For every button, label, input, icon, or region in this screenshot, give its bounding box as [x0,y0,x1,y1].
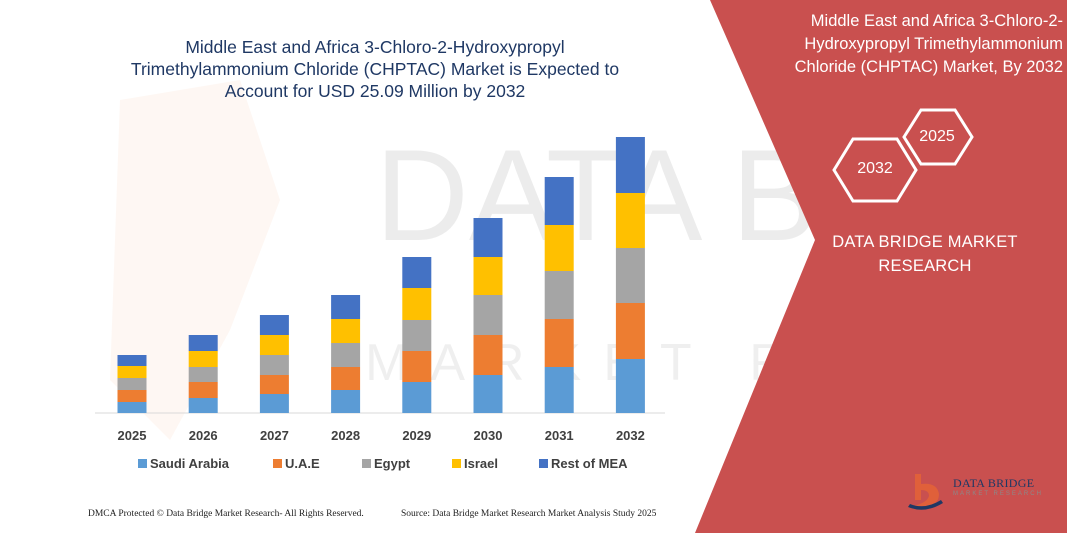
legend-swatch-israel [452,459,461,468]
logo-name: DATA BRIDGE [953,476,1035,490]
logo-icon-accent [908,500,943,510]
bar-segment-2029-rest-of-mea [402,257,432,288]
chart-title-line-2: Trimethylammonium Chloride (CHPTAC) Mark… [130,59,620,79]
logo-icon [913,474,939,506]
hex-2032-shape [832,137,918,203]
bar-segment-2032-israel [615,193,645,248]
bar-segment-2030-saudi-arabia [473,375,503,413]
x-tick-label-2032: 2032 [616,428,645,443]
bar-segment-2025-saudi-arabia [117,402,147,413]
chart-title: Middle East and Africa 3-Chloro-2-Hydrox… [95,36,655,102]
bar-segment-2026-rest-of-mea [188,335,218,351]
bar-segment-2030-u-a-e [473,335,503,375]
bar-segment-2028-egypt [331,343,361,367]
bar-segment-2027-u-a-e [259,375,289,394]
x-tick-label-2027: 2027 [260,428,289,443]
bar-segment-2028-saudi-arabia [331,390,361,413]
bar-segment-2028-israel [331,319,361,343]
x-tick-label-2031: 2031 [545,428,574,443]
legend-swatch-u-a-e [273,459,282,468]
bar-segment-2026-u-a-e [188,382,218,398]
bar-segment-2028-rest-of-mea [331,295,361,319]
bar-segment-2026-israel [188,351,218,367]
bar-segment-2030-egypt [473,295,503,335]
bar-segment-2030-israel [473,257,503,295]
x-tick-labels: 2025 2026 2027 2028 2029 2030 2031 2032 [118,428,645,443]
bar-segment-2025-rest-of-mea [117,355,147,366]
bar-segment-2031-saudi-arabia [544,367,574,413]
bar-segment-2027-rest-of-mea [259,315,289,335]
legend-label-egypt: Egypt [374,456,411,471]
legend-label-rest-of-mea: Rest of MEA [551,456,628,471]
brand-text-line-1: DATA BRIDGE MARKET [832,233,1018,251]
footer-source: Source: Data Bridge Market Research Mark… [401,509,657,519]
bar-segment-2031-egypt [544,271,574,319]
brand-text: DATA BRIDGE MARKET RESEARCH [800,230,1050,278]
bar-segment-2031-israel [544,225,574,271]
logo [908,474,943,510]
bar-segment-2026-saudi-arabia [188,398,218,413]
bar-segment-2027-egypt [259,355,289,375]
bar-segment-2027-saudi-arabia [259,394,289,413]
chart-title-line-3: Account for USD 25.09 Million by 2032 [224,81,526,101]
legend-label-saudi-arabia: Saudi Arabia [150,456,230,471]
bar-segment-2031-u-a-e [544,319,574,367]
legend: Saudi Arabia U.A.E Egypt Israel Rest of MEA [138,456,628,471]
panel-title-line-1: Middle East and Africa 3-Chloro-2- [810,12,1063,30]
x-tick-label-2028: 2028 [331,428,360,443]
bar-segment-2028-u-a-e [331,367,361,390]
bar-segment-2025-u-a-e [117,390,147,402]
bar-segment-2030-rest-of-mea [473,218,503,257]
bar-segment-2025-israel [117,366,147,378]
legend-label-israel: Israel [464,456,498,471]
x-tick-label-2026: 2026 [189,428,218,443]
bar-segment-2032-rest-of-mea [615,137,645,193]
x-tick-label-2025: 2025 [118,428,147,443]
bar-segment-2032-saudi-arabia [615,359,645,413]
bar-segment-2029-egypt [402,320,432,351]
x-tick-label-2029: 2029 [402,428,431,443]
legend-swatch-egypt [362,459,371,468]
legend-swatch-rest-of-mea [539,459,548,468]
bar-segment-2031-rest-of-mea [544,177,574,225]
legend-swatch-saudi-arabia [138,459,147,468]
panel-background [695,0,1067,533]
bar-segment-2025-egypt [117,378,147,390]
x-tick-label-2030: 2030 [474,428,503,443]
bar-segment-2027-israel [259,335,289,355]
bar-segment-2029-israel [402,288,432,320]
logo-subtitle: MARKET RESEARCH [953,491,1043,497]
chart-title-line-1: Middle East and Africa 3-Chloro-2-Hydrox… [185,37,565,57]
bar-segment-2029-u-a-e [402,351,432,382]
hex-2025-label: 2025 [919,128,955,145]
panel-title: Middle East and Africa 3-Chloro-2- Hydro… [745,10,1063,79]
hex-2032-label: 2032 [857,160,893,177]
hex-2025-shape [902,108,974,166]
bars-group [117,137,645,413]
legend-label-u-a-e: U.A.E [285,456,320,471]
bar-segment-2032-u-a-e [615,303,645,359]
panel-title-line-3: Chloride (CHPTAC) Market, By 2032 [794,58,1063,76]
bar-segment-2029-saudi-arabia [402,382,432,413]
footer-copyright: DMCA Protected © Data Bridge Market Rese… [88,509,364,519]
bar-segment-2032-egypt [615,248,645,303]
panel-title-line-2: Hydroxypropyl Trimethylammonium [804,35,1063,53]
bar-segment-2026-egypt [188,367,218,382]
brand-text-line-2: RESEARCH [878,257,972,275]
watermark-logo-shape [110,80,280,440]
